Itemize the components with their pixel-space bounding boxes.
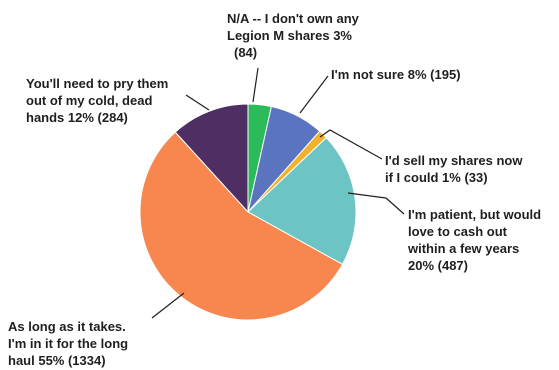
pie-slice-pry [174, 103, 249, 214]
pie-slice-patient [247, 136, 357, 266]
leader-line-na [252, 67, 259, 103]
leader-line-sell-now [319, 129, 383, 160]
pie-slice-long-haul [139, 131, 344, 321]
label-pry: You'll need to pry them out of my cold, … [26, 76, 169, 125]
leader-line-patient [347, 192, 405, 215]
label-na: N/A -- I don't own any Legion M shares 3… [227, 11, 359, 60]
leader-line-long-haul [151, 292, 185, 319]
label-patient: I'm patient, but would love to cash out … [408, 207, 542, 273]
leader-lines [151, 67, 405, 319]
pie-slices [139, 103, 357, 321]
label-sell-now: I'd sell my shares now if I could 1% (33… [385, 153, 523, 185]
label-long-haul: As long as it takes. I'm in it for the l… [8, 319, 129, 368]
label-not-sure: I'm not sure 8% (195) [331, 67, 461, 82]
leader-line-not-sure [299, 75, 329, 114]
leader-line-pry [185, 94, 210, 111]
